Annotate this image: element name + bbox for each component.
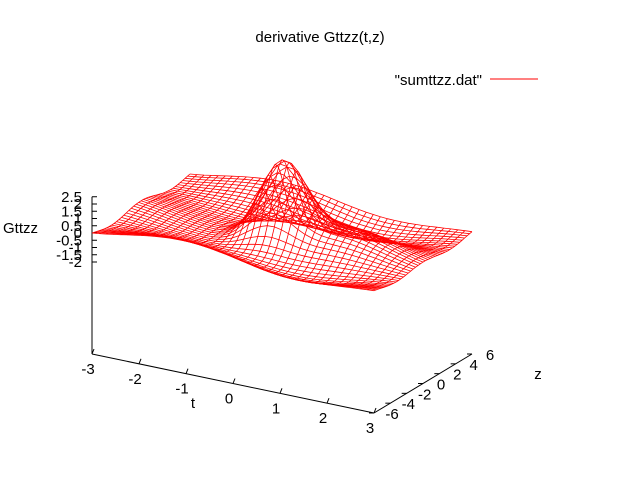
mesh-line-z	[101, 229, 384, 288]
x-tick-mark	[91, 348, 95, 355]
mesh-line-z	[157, 194, 441, 255]
mesh-line-z	[131, 198, 414, 270]
z-tick-label: -2	[69, 254, 82, 271]
mesh-line-z	[185, 177, 468, 237]
mesh-line-z	[135, 172, 419, 266]
mesh-line-z	[172, 187, 455, 247]
z-tick-label: 2	[74, 196, 82, 213]
y-tick-label: 0	[437, 377, 445, 394]
z-tick-label: -1	[69, 240, 82, 257]
mesh-line-z	[121, 217, 404, 278]
y-tick-label: -6	[385, 406, 398, 423]
mesh-line-z	[128, 210, 411, 272]
mesh-line-z	[180, 182, 463, 241]
mesh-line-z	[126, 212, 409, 274]
x-tick-mark	[138, 358, 142, 365]
y-tick-label: -2	[418, 386, 431, 403]
mesh-line-z	[167, 190, 450, 250]
mesh-line-z	[116, 221, 399, 281]
mesh-line-t	[155, 177, 254, 239]
z-tick-label: 0	[74, 225, 82, 242]
z-tick-label: 2.5	[61, 189, 82, 206]
mesh-line-z	[111, 224, 394, 284]
mesh-line-z	[187, 175, 470, 235]
mesh-line-z	[170, 189, 453, 249]
z-axis-label: Gttzz	[3, 220, 38, 237]
x-tick-label: -3	[81, 361, 94, 378]
x-tick-label: -1	[175, 381, 188, 398]
x-tick-mark	[185, 368, 189, 374]
mesh-line-z	[118, 219, 401, 280]
x-tick-label: 2	[319, 410, 327, 427]
mesh-line-z	[140, 159, 424, 263]
mesh-line-z	[177, 184, 460, 243]
surface-mesh	[91, 159, 473, 292]
x-tick-label: 1	[272, 400, 280, 417]
mesh-line-z	[133, 184, 416, 268]
z-tick-label: -0.5	[56, 232, 82, 249]
x-tick-mark	[232, 378, 236, 384]
mesh-line-z	[91, 232, 375, 292]
mesh-line-z	[182, 180, 465, 239]
y-tick-label: -4	[402, 396, 415, 413]
mesh-line-z	[123, 214, 407, 276]
mesh-line-z	[189, 173, 473, 233]
tick-labels: 2.521.510.50-0.5-1-1.5-2-3-2-10123-6-4-2…	[56, 189, 494, 437]
mesh-line-z	[109, 226, 392, 285]
x-tick-mark	[279, 388, 283, 394]
z-tick-label: 1	[74, 211, 82, 228]
y-tick-label: 2	[453, 367, 461, 384]
z-tick-label: 1.5	[61, 203, 82, 220]
x-tick-label: -2	[128, 371, 141, 388]
x-tick-label: 0	[225, 391, 233, 408]
z-tick-label: -1.5	[56, 247, 82, 264]
x-tick-mark	[326, 397, 330, 404]
y-axis-label: z	[534, 366, 542, 383]
mesh-line-z	[175, 186, 458, 245]
chart-title: derivative Gttzz(t,z)	[255, 29, 384, 46]
y-tick-label: 4	[469, 357, 477, 374]
x-axis-label: t	[191, 395, 196, 412]
y-tick-label: 6	[486, 347, 494, 364]
mesh-line-z	[106, 227, 389, 286]
z-tick-label: 0.5	[61, 218, 82, 235]
axes-group	[91, 196, 473, 414]
x-tick-mark	[373, 407, 377, 414]
legend-label: "sumttzz.dat"	[395, 72, 482, 89]
x-tick-label: 3	[366, 420, 374, 437]
mesh-line-z	[113, 223, 397, 283]
